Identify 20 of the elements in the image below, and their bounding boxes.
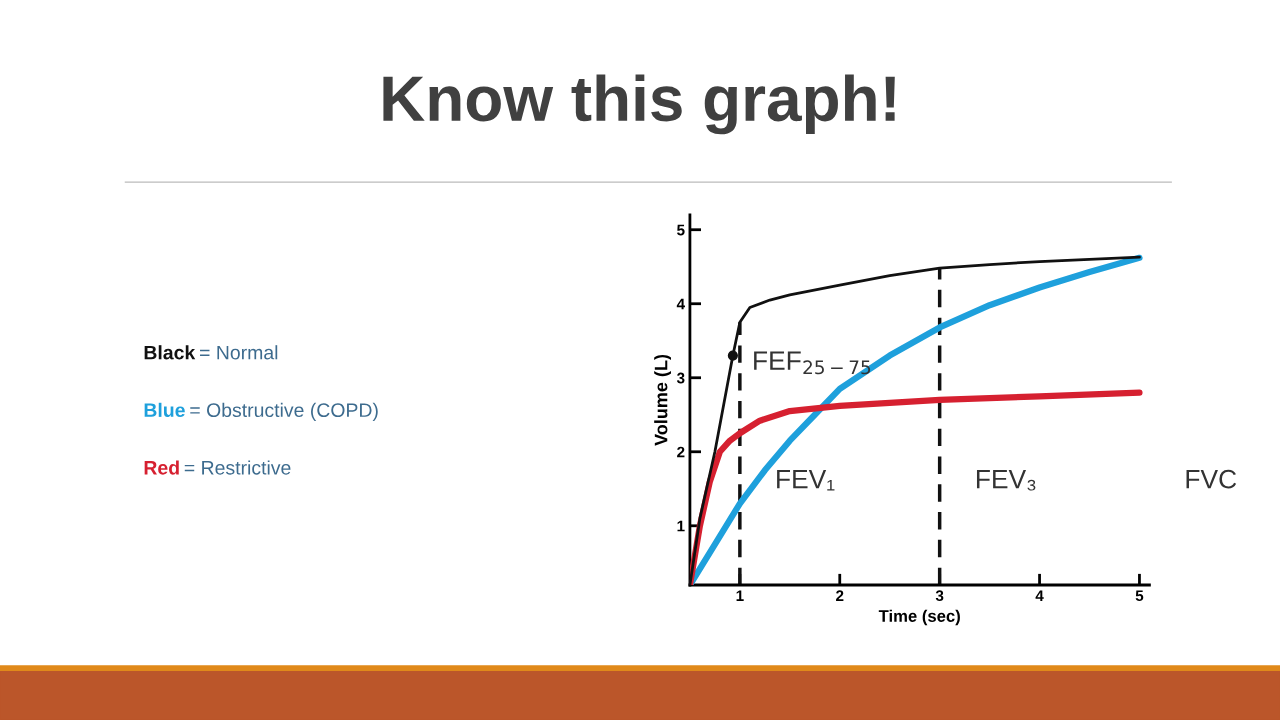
y-axis-title: Volume (L) — [654, 354, 672, 446]
y-tick-label: 4 — [676, 298, 685, 310]
y-tick-label: 1 — [677, 520, 685, 532]
chart-title: Know this graph! — [383, 74, 895, 135]
y-tick-label: 2 — [677, 446, 685, 458]
x-tick-label: 5 — [1135, 590, 1144, 602]
x-tick-label: 2 — [836, 590, 844, 601]
x-tick-label: 1 — [736, 590, 744, 601]
text: Red = Restrictive — [144, 460, 291, 475]
text: FVC — [1186, 469, 1237, 489]
x-tick-label: 3 — [935, 590, 944, 602]
text: Black = Normal — [144, 345, 278, 360]
annotation: FEV₁ — [777, 470, 835, 491]
x-axis-title: Time (sec) — [878, 609, 960, 626]
y-tick-label: 5 — [677, 224, 685, 236]
annotation: FEF$_{25−75}$ — [754, 351, 871, 375]
annotation: FEV₃ — [976, 470, 1036, 491]
y-tick-label: 3 — [676, 372, 685, 384]
text: Blue = Obstructive (COPD) — [144, 402, 378, 421]
x-tick-label: 4 — [1035, 590, 1044, 601]
